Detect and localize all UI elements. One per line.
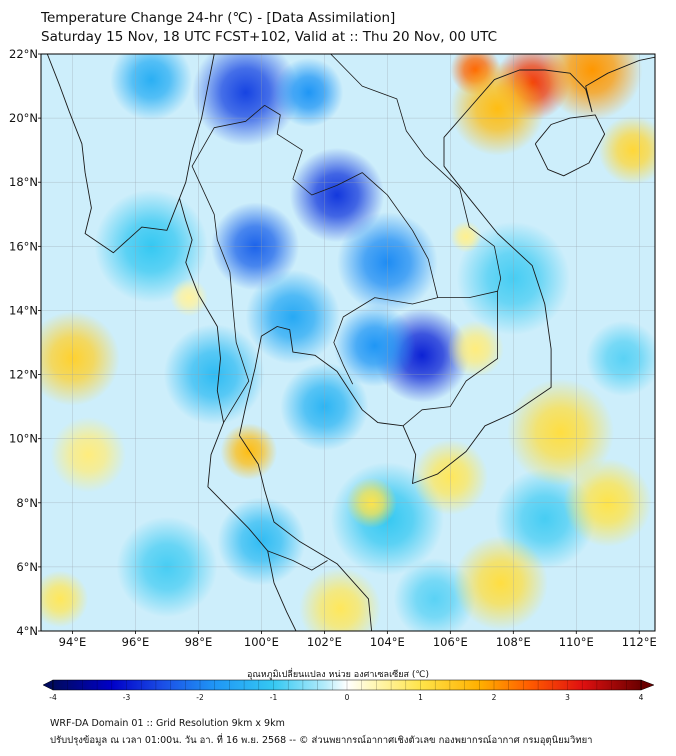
colorbar-tick-label: 4 <box>639 693 644 700</box>
indochina-coast <box>179 54 297 631</box>
lon-tick-label: 96°E <box>122 635 150 649</box>
laos-vietnam-border <box>330 54 502 427</box>
map-title: Temperature Change 24-hr (℃) - [Data Ass… <box>41 10 396 26</box>
lat-tick-label: 18°N <box>9 175 38 189</box>
colorbar-tick-label: 2 <box>492 693 497 700</box>
map-frame <box>40 53 656 632</box>
anomaly-blob <box>245 269 341 365</box>
lat-tick-label: 16°N <box>9 239 38 253</box>
anomaly-blob <box>598 115 655 185</box>
coastlines-and-borders <box>46 54 655 631</box>
lon-tick-label: 108°E <box>496 635 531 649</box>
lat-tick-label: 14°N <box>9 303 38 317</box>
footer-credits: ปรับปรุงข้อมูล ณ เวลา 01:00น. วัน อา. ที… <box>50 735 593 746</box>
anomaly-blob <box>585 320 655 397</box>
colorbar-tick-label: 1 <box>418 693 423 700</box>
anomaly-blob <box>41 311 120 406</box>
lat-tick-label: 22°N <box>9 47 38 61</box>
anomaly-blob <box>333 304 416 387</box>
anomaly-blob <box>447 320 504 378</box>
map-subtitle: Saturday 15 Nov, 18 UTC FCST+102, Valid … <box>41 29 498 45</box>
colorbar: -4 -3 -2 -1 0 1 2 3 4 <box>42 679 655 700</box>
lon-tick-label: 106°E <box>433 635 468 649</box>
lon-tick-label: 98°E <box>185 635 213 649</box>
temperature-change-map: 4°N 6°N 8°N 10°N 12°N 14°N 16°N 18°N 20°N 22°N 94… <box>9 47 657 700</box>
colorbar-max-extension <box>640 679 655 691</box>
lat-tick-label: 12°N <box>9 368 38 382</box>
colorbar-tick-label: -1 <box>270 693 278 700</box>
lon-tick-label: 112°E <box>622 635 657 649</box>
anomaly-blob <box>192 54 300 146</box>
colorbar-tick-label: -2 <box>196 693 204 700</box>
colorbar-tick-label: 0 <box>345 693 350 700</box>
colorbar-label: อุณหภูมิเปลี่ยนแปลง หน่วย องศาเซลเซียส (… <box>246 670 430 680</box>
lon-tick-label: 104°E <box>370 635 405 649</box>
anomaly-blob <box>507 378 615 486</box>
anomaly-blob <box>41 570 89 628</box>
anomaly-blob <box>299 567 382 631</box>
anomaly-blob <box>453 535 548 631</box>
anomaly-blob <box>289 147 385 243</box>
anomaly-blob <box>541 54 643 121</box>
anomaly-blob <box>50 416 127 493</box>
lon-tick-label: 94°E <box>59 635 87 649</box>
hainan <box>534 114 606 177</box>
colorbar-tick-label: 3 <box>565 693 570 700</box>
anomaly-blob <box>274 57 344 128</box>
lat-tick-label: 6°N <box>16 560 38 574</box>
latitude-tick-labels: 4°N 6°N 8°N 10°N 12°N 14°N 16°N 18°N 20°N 22°N <box>9 47 41 638</box>
myanmar-thai-border <box>191 104 265 423</box>
anomaly-blob <box>450 61 545 156</box>
lon-tick-label: 102°E <box>307 635 342 649</box>
lon-tick-label: 100°E <box>244 635 279 649</box>
anomaly-blob <box>220 423 278 480</box>
colorbar-min-extension <box>42 679 54 691</box>
footer-model-info: WRF-DA Domain 01 :: Grid Resolution 9km … <box>50 718 285 729</box>
longitude-tick-labels: 94°E 96°E 98°E 100°E 102°E 104°E 106°E 108°E 110… <box>59 631 657 649</box>
lat-tick-label: 10°N <box>9 432 38 446</box>
lon-tick-label: 110°E <box>559 635 594 649</box>
cambodia-laos-border <box>437 290 498 299</box>
thai-laos-border <box>264 104 439 385</box>
thai-malaysia-border <box>267 550 328 571</box>
anomaly-blob <box>170 278 208 317</box>
lat-tick-label: 4°N <box>16 624 38 638</box>
colorbar-tick-label: -3 <box>123 693 131 700</box>
lat-tick-label: 20°N <box>9 111 38 125</box>
colorbar-tick-label: -4 <box>49 693 57 700</box>
lat-tick-label: 8°N <box>16 496 38 510</box>
graticule <box>41 54 655 631</box>
anomaly-blob <box>450 220 482 253</box>
anomaly-blob <box>110 54 193 121</box>
myanmar-west-coast <box>46 54 180 254</box>
gulf-west-coast <box>238 56 655 631</box>
